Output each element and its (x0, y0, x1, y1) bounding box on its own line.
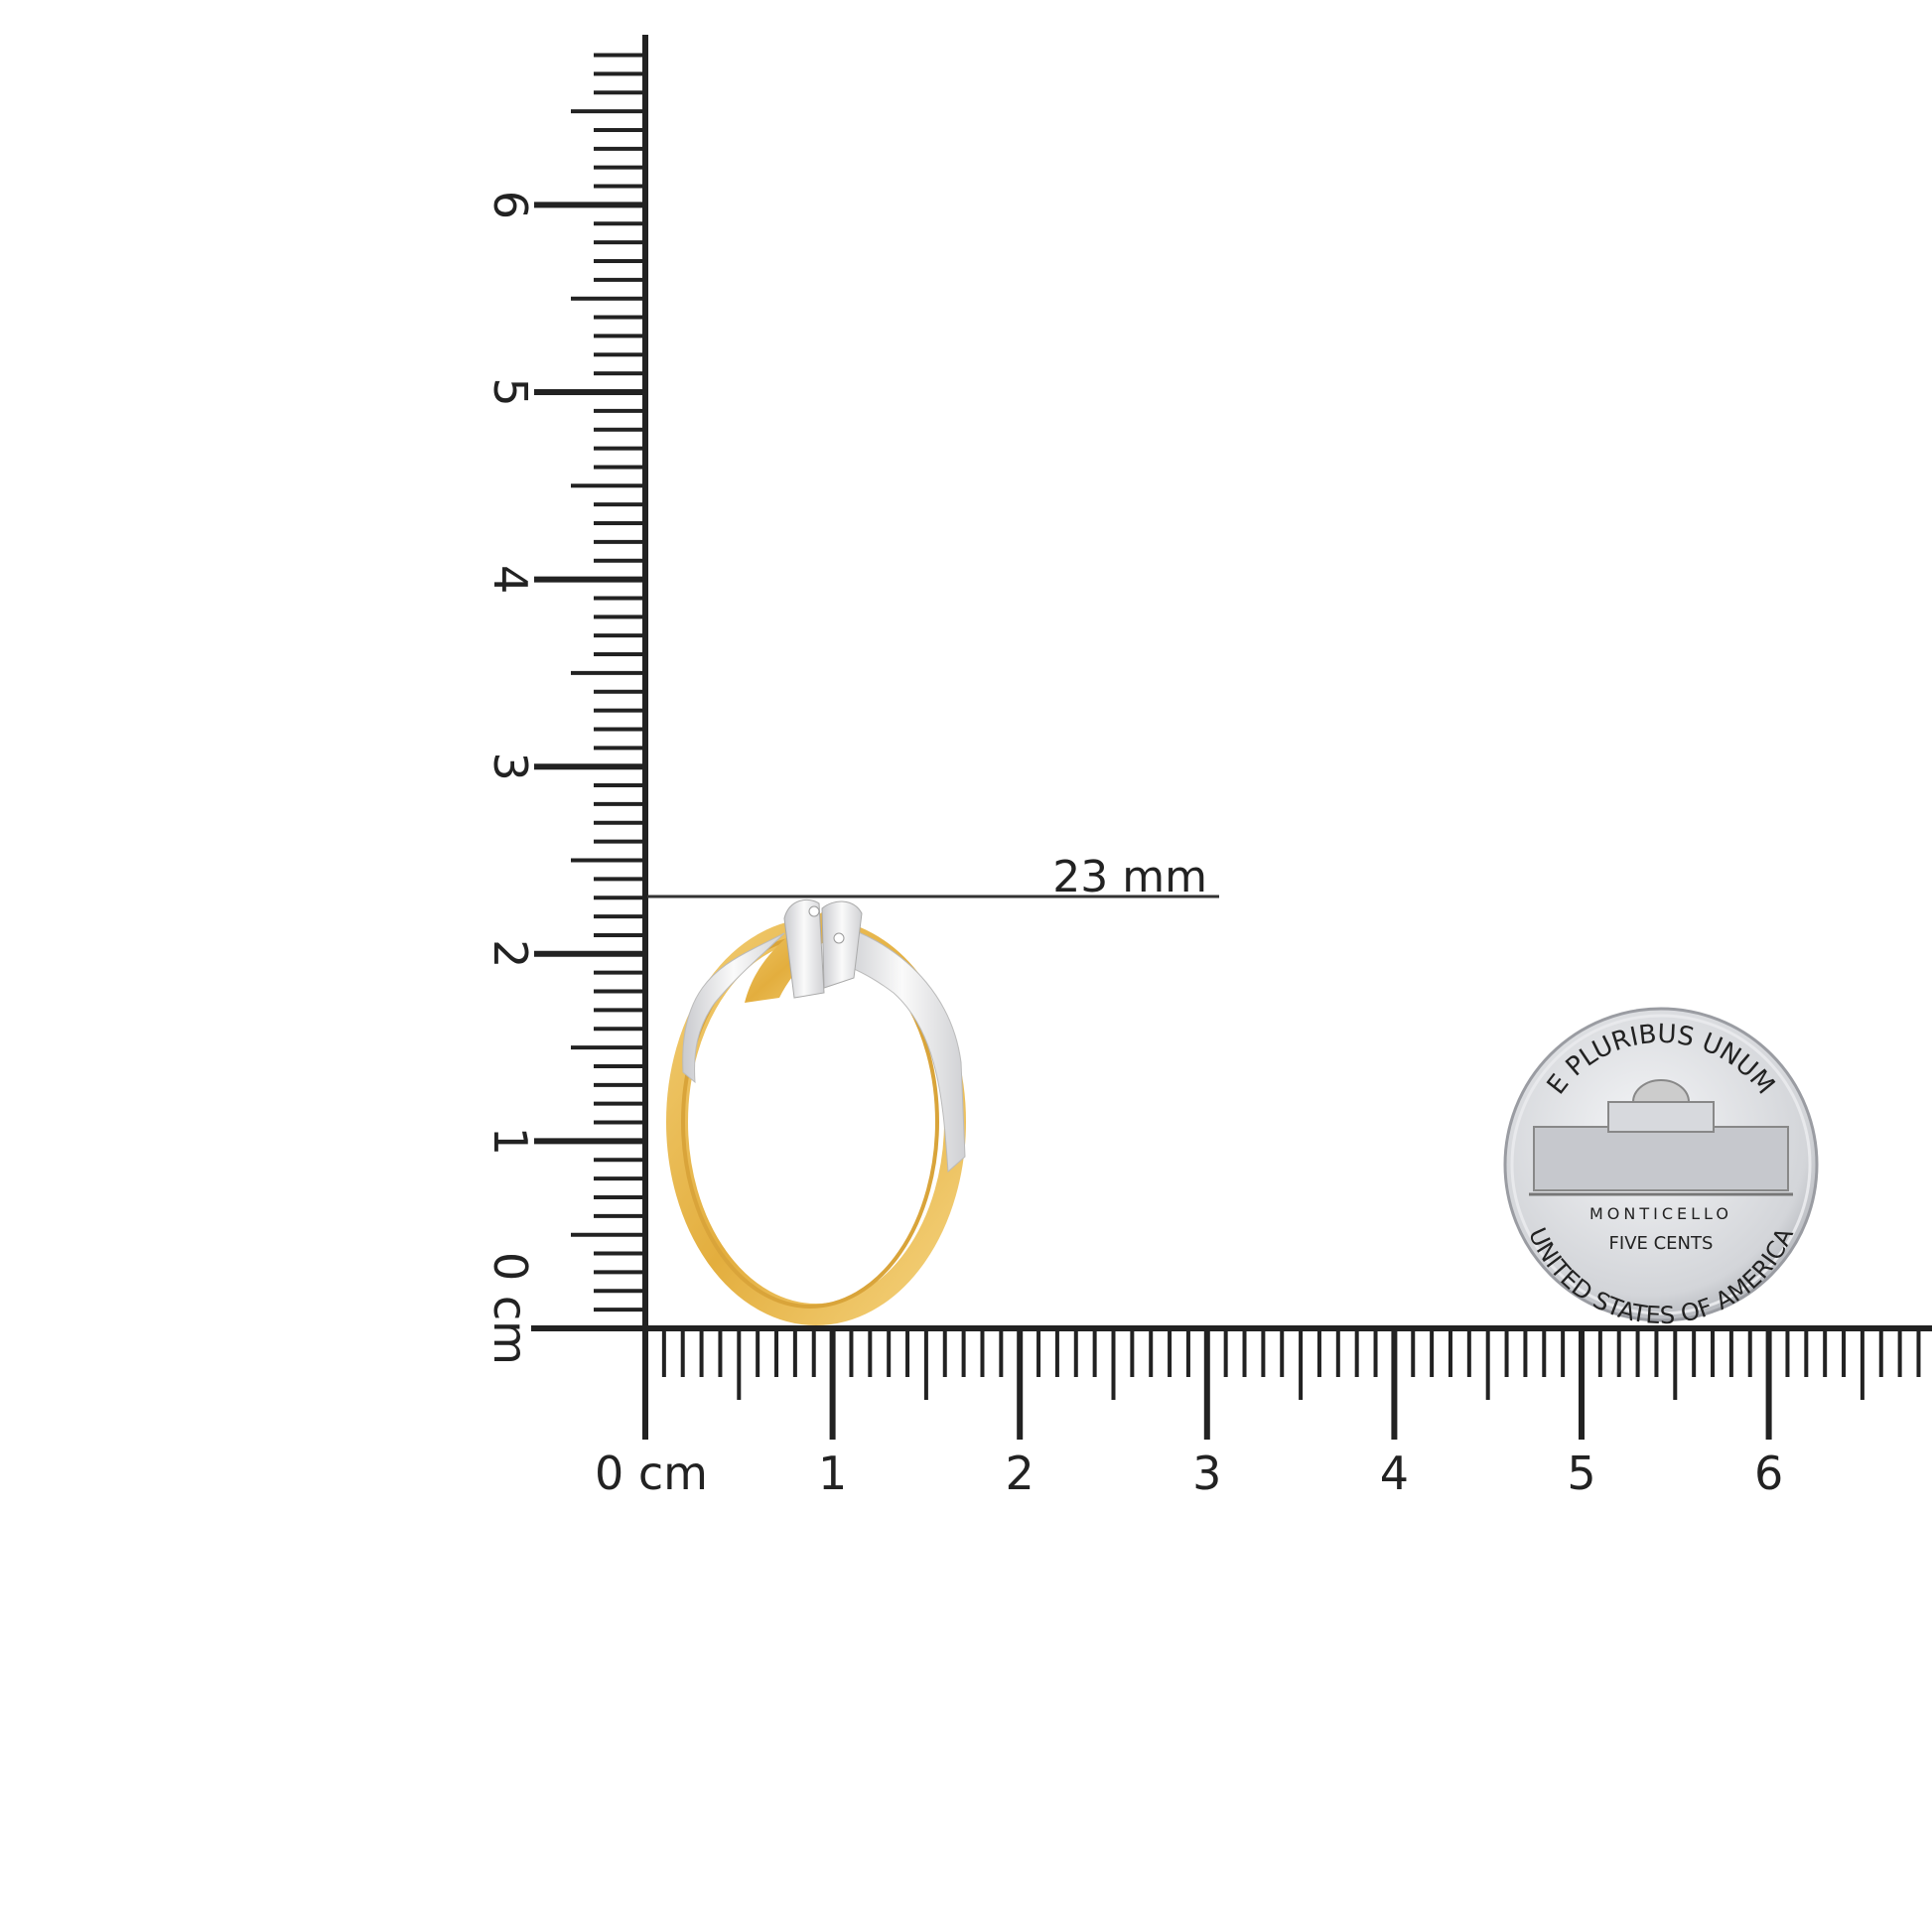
horizontal-ruler-label: 4 (1380, 1447, 1409, 1500)
coin-building-text: MONTICELLO (1589, 1204, 1732, 1223)
horizontal-ruler-label: 0 cm (595, 1447, 708, 1500)
vertical-ruler-label: 1 (483, 1127, 537, 1156)
horizontal-ruler-label: 6 (1754, 1447, 1783, 1500)
vertical-ruler-label: 4 (483, 565, 537, 594)
horizontal-ruler-label: 5 (1567, 1447, 1595, 1500)
horizontal-ruler-label: 1 (818, 1447, 847, 1500)
vertical-ruler-label: 0 cm (483, 1252, 537, 1365)
vertical-ruler-label: 5 (483, 377, 537, 406)
vertical-ruler-label: 3 (483, 753, 537, 781)
horizontal-ruler-label: 3 (1192, 1447, 1221, 1500)
horizontal-ruler-label: 2 (1006, 1447, 1035, 1500)
coin-denomination: FIVE CENTS (1609, 1233, 1714, 1254)
vertical-ruler-label: 2 (483, 939, 537, 968)
nickel-coin-image: E PLURIBUS UNUM MONTICELLO FIVE CENTS UN… (1503, 1007, 1819, 1329)
ring-image (666, 898, 966, 1325)
measurement-label: 23 mm (1052, 852, 1207, 902)
vertical-ruler-label: 6 (483, 191, 537, 219)
ruler-ticks: 0 cm 1 2 3 4 5 6 0 cm 1 2 3 4 5 6 (483, 35, 1932, 1500)
